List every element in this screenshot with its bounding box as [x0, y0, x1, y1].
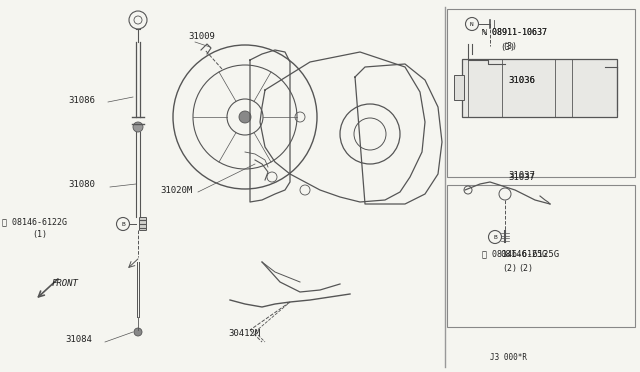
Text: (2): (2) [502, 263, 517, 273]
Text: (2): (2) [518, 264, 533, 273]
Bar [462, 59, 617, 117]
Circle shape [239, 111, 251, 123]
Text: 31086: 31086 [68, 96, 95, 105]
Text: 31036: 31036 [508, 76, 535, 84]
Text: 30412M: 30412M [228, 330, 260, 339]
Circle shape [134, 328, 142, 336]
Text: 31080: 31080 [68, 180, 95, 189]
Text: (1): (1) [32, 230, 47, 238]
Text: N: N [470, 22, 474, 26]
Text: 31036: 31036 [508, 76, 535, 84]
Text: 31037: 31037 [508, 173, 535, 182]
Text: B: B [121, 221, 125, 227]
Text: 31084: 31084 [65, 336, 92, 344]
Text: 31009: 31009 [188, 32, 215, 41]
Text: ℕ 08911-10637: ℕ 08911-10637 [482, 28, 547, 36]
Text: 31037: 31037 [508, 170, 535, 180]
Text: (3): (3) [502, 42, 517, 51]
Text: Ⓑ 08146-6122G: Ⓑ 08146-6122G [2, 218, 67, 227]
Text: (3): (3) [500, 42, 515, 51]
Text: ℕ 08911-10637: ℕ 08911-10637 [482, 28, 547, 36]
Bar [447, 185, 635, 327]
Bar [447, 9, 635, 177]
Bar [454, 75, 464, 100]
Circle shape [133, 122, 143, 132]
Text: FRONT: FRONT [52, 279, 79, 289]
Text: 31020M: 31020M [160, 186, 192, 195]
Text: B: B [493, 234, 497, 240]
FancyBboxPatch shape [140, 218, 147, 231]
Text: Ⓑ 08146-6125G: Ⓑ 08146-6125G [482, 250, 547, 259]
Text: 08146-6125G: 08146-6125G [500, 250, 559, 259]
Text: J3 000*R: J3 000*R [490, 353, 527, 362]
